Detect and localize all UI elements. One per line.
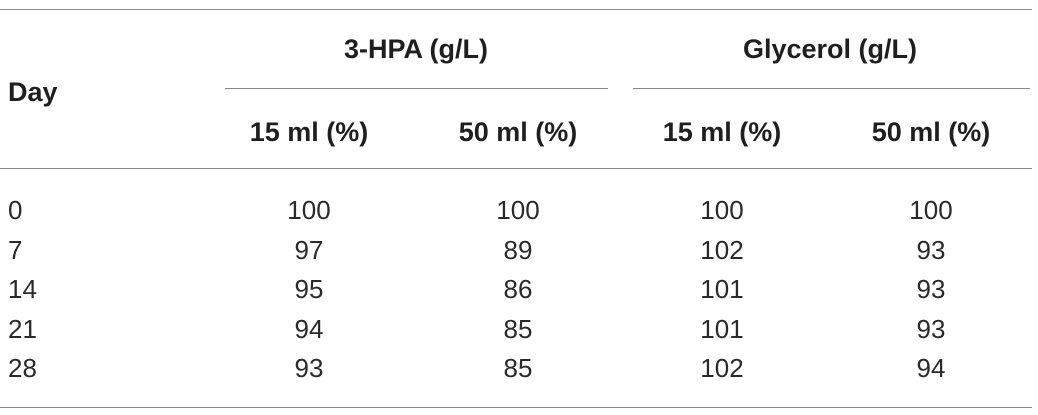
group-rule-glycerol [633,88,1030,89]
value-cell: 102 [700,234,744,265]
value-cell: 93 [916,313,946,344]
day-cell: 7 [8,234,23,265]
value-cell: 86 [503,274,533,304]
value-cell: 85 [503,353,533,383]
value-cell: 93 [916,274,946,304]
value-cell: 101 [700,313,744,344]
subheader-3hpa-15ml: 15 ml (%) [249,117,369,147]
subheader-glycerol-15ml: 15 ml (%) [662,117,782,147]
value-cell: 93 [916,234,946,265]
table-top-rule [0,9,1032,10]
header-body-rule [0,168,1032,169]
value-cell: 100 [909,195,953,225]
group-header-3hpa: 3-HPA (g/L) [344,34,488,64]
value-cell: 100 [700,195,744,225]
day-cell: 0 [8,195,23,225]
value-cell: 89 [503,234,533,265]
table-bottom-rule [0,407,1032,408]
day-cell: 21 [8,313,37,344]
value-cell: 93 [294,353,324,383]
value-cell: 94 [916,353,946,383]
value-cell: 97 [294,234,324,265]
value-cell: 85 [503,313,533,344]
value-cell: 94 [294,313,324,344]
value-cell: 100 [496,195,540,225]
group-rule-3hpa [225,88,608,89]
day-cell: 28 [8,353,37,383]
day-cell: 14 [8,274,37,304]
subheader-glycerol-50ml: 50 ml (%) [871,117,991,147]
row-header-day: Day [8,77,58,107]
value-cell: 95 [294,274,324,304]
group-header-glycerol: Glycerol (g/L) [742,34,918,64]
value-cell: 100 [287,195,331,225]
subheader-3hpa-50ml: 50 ml (%) [458,117,578,147]
value-cell: 102 [700,353,744,383]
value-cell: 101 [700,274,744,304]
